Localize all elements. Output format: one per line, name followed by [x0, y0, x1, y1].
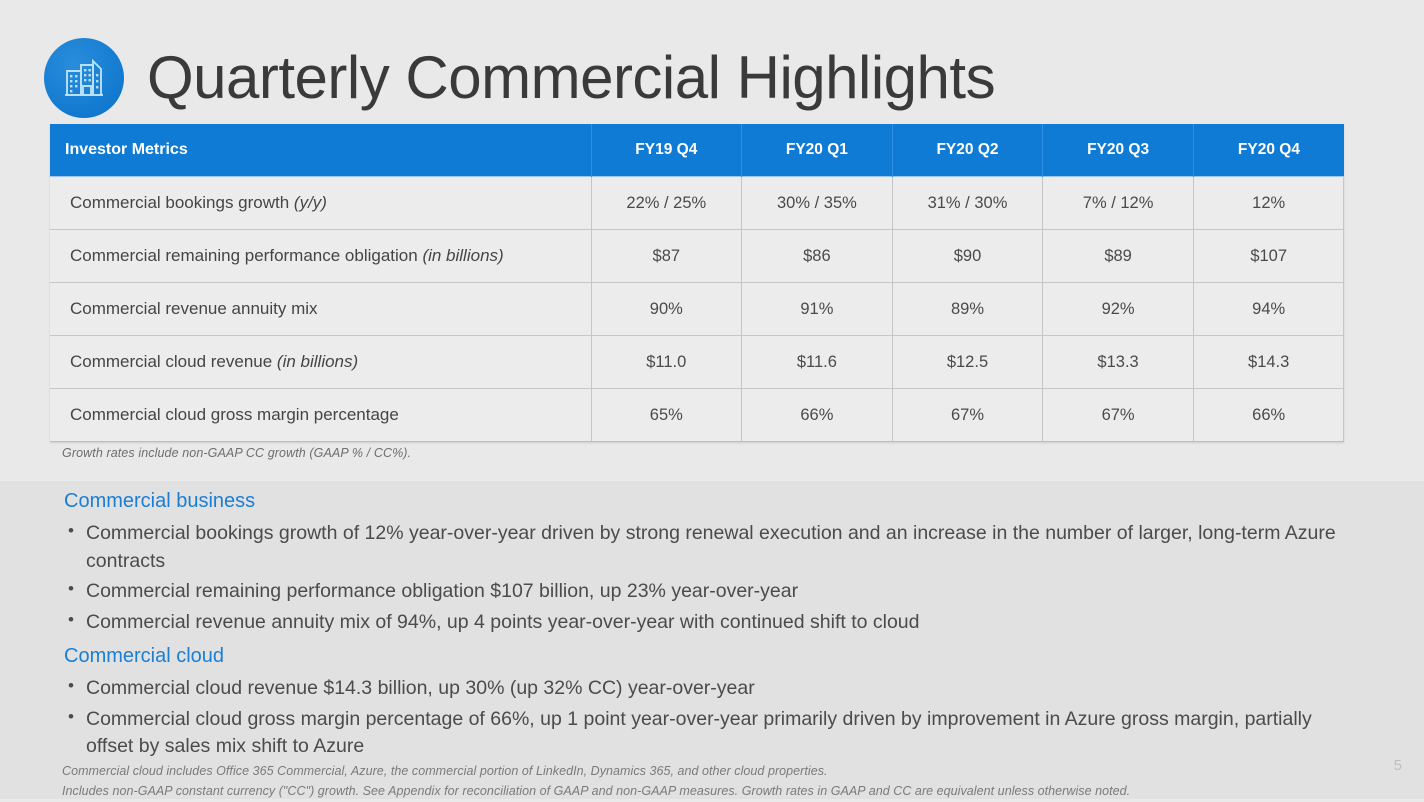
bullet-item: Commercial remaining performance obligat…: [64, 577, 1341, 606]
bullet-list-commercial-business: Commercial bookings growth of 12% year-o…: [64, 519, 1374, 637]
section-commercial-business: Commercial business Commercial bookings …: [64, 489, 1374, 640]
table-cell: 91%: [741, 282, 893, 336]
table-footnote: Growth rates include non-GAAP CC growth …: [62, 446, 412, 460]
table-cell: 92%: [1042, 282, 1194, 336]
table-header-row: Investor Metrics FY19 Q4 FY20 Q1 FY20 Q2…: [50, 124, 1344, 177]
table-body: Commercial bookings growth (y/y) 22% / 25…: [50, 176, 1345, 442]
table-cell: $13.3: [1042, 335, 1194, 389]
table-row: Commercial revenue annuity mix 90% 91% 89% 9…: [50, 282, 1345, 336]
table-cell: $107: [1193, 229, 1345, 283]
office-buildings-icon: [44, 38, 124, 118]
footnote-line-1: Commercial cloud includes Office 365 Com…: [62, 764, 828, 778]
table-cell: 90%: [591, 282, 743, 336]
column-header-fy19q4: FY19 Q4: [591, 124, 743, 177]
section-heading-commercial-business: Commercial business: [64, 490, 256, 512]
column-header-fy20q2: FY20 Q2: [892, 124, 1044, 177]
table-cell: 31% / 30%: [892, 176, 1044, 230]
table-row: Commercial cloud revenue (in billions) $1…: [50, 335, 1345, 389]
bullet-item: Commercial bookings growth of 12% year-o…: [64, 519, 1341, 575]
table-cell: $86: [741, 229, 893, 283]
investor-metrics-table: Investor Metrics FY19 Q4 FY20 Q1 FY20 Q2…: [50, 124, 1345, 442]
table-cell: 12%: [1193, 176, 1345, 230]
table-cell: 67%: [1042, 388, 1194, 442]
table-cell: $90: [892, 229, 1044, 283]
column-header-fy20q3: FY20 Q3: [1042, 124, 1194, 177]
row-label: Commercial revenue annuity mix: [50, 282, 592, 336]
table-cell: 22% / 25%: [591, 176, 743, 230]
slide-footnotes: Commercial cloud includes Office 365 Com…: [62, 761, 1130, 802]
section-commercial-cloud: Commercial cloud Commercial cloud revenu…: [64, 644, 1374, 764]
table-cell: 66%: [741, 388, 893, 442]
row-label-qualifier: (in billions): [422, 246, 504, 265]
table-row: Commercial cloud gross margin percentage…: [50, 388, 1345, 442]
slide-number: 5: [1393, 757, 1402, 774]
bullet-list-commercial-cloud: Commercial cloud revenue $14.3 billion, …: [64, 674, 1374, 761]
table-cell: $11.0: [591, 335, 743, 389]
table-row: Commercial remaining performance obligat…: [50, 229, 1345, 283]
table-cell: $11.6: [741, 335, 893, 389]
table-cell: 66%: [1193, 388, 1345, 442]
row-label: Commercial cloud revenue (in billions): [50, 335, 592, 389]
column-header-investor-metrics: Investor Metrics: [50, 124, 592, 177]
row-label: Commercial cloud gross margin percentage: [50, 388, 592, 442]
table-cell: $12.5: [892, 335, 1044, 389]
bullet-item: Commercial cloud gross margin percentage…: [64, 705, 1341, 761]
table-cell: 89%: [892, 282, 1044, 336]
column-header-fy20q4: FY20 Q4: [1193, 124, 1344, 177]
slide-title-row: Quarterly Commercial Highlights: [44, 30, 996, 126]
bullet-item: Commercial revenue annuity mix of 94%, u…: [64, 608, 1341, 637]
section-heading-commercial-cloud: Commercial cloud: [64, 645, 225, 667]
table-cell: 30% / 35%: [741, 176, 893, 230]
bullet-item: Commercial cloud revenue $14.3 billion, …: [64, 674, 1341, 703]
row-label-qualifier: (in billions): [276, 352, 359, 371]
row-label: Commercial remaining performance obligat…: [50, 229, 592, 283]
table-cell: $14.3: [1193, 335, 1345, 389]
table-cell: 94%: [1193, 282, 1345, 336]
table-cell: 67%: [892, 388, 1044, 442]
column-header-fy20q1: FY20 Q1: [741, 124, 893, 177]
footnote-line-2: Includes non-GAAP constant currency ("CC…: [62, 784, 1131, 799]
table-cell: $87: [591, 229, 743, 283]
table-cell: $89: [1042, 229, 1194, 283]
page-title: Quarterly Commercial Highlights: [147, 44, 996, 111]
row-label-qualifier: (y/y): [293, 193, 327, 212]
table-cell: 65%: [591, 388, 743, 442]
row-label: Commercial bookings growth (y/y): [50, 176, 592, 230]
table-row: Commercial bookings growth (y/y) 22% / 25…: [50, 176, 1345, 230]
table-cell: 7% / 12%: [1042, 176, 1194, 230]
